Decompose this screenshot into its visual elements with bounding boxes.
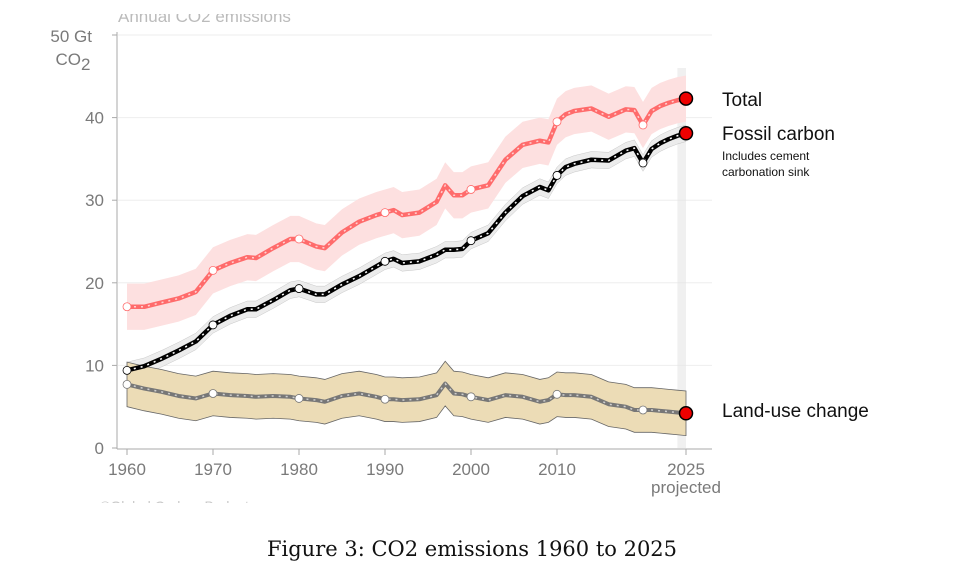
projection-marker-2 [678,406,694,421]
data-point-marker [122,379,132,389]
x-tick-label: 1980 [280,460,318,479]
data-point-marker [208,320,218,330]
y-axis-unit-label: CO [56,50,82,69]
data-point-marker [466,392,476,402]
data-point-marker [294,394,304,403]
series-line-2 [126,381,687,416]
data-point-marker [380,256,390,266]
data-point-marker [638,158,648,168]
data-point-marker [122,365,132,375]
series-label: Land-use change [722,401,869,422]
projection-marker-1 [678,126,694,141]
series-label: Total [722,90,762,111]
data-point-marker [294,284,304,293]
x-tick-label: 1960 [108,460,146,479]
data-point-marker [552,389,562,399]
projection-shade [677,68,686,448]
x-tick-label: 2010 [538,460,576,479]
y-tick-label: 0 [95,439,104,458]
y-axis-unit-subscript: 2 [81,55,90,74]
data-point-marker [122,302,132,312]
uncertainty-band-0 [127,75,686,330]
data-point-marker [638,120,648,130]
series-note: Includes cement [722,149,810,163]
data-point-marker [466,185,476,194]
data-point-marker [208,266,218,275]
series-line-0 [127,96,687,310]
y-tick-label: 20 [85,274,104,293]
data-point-marker [466,236,476,246]
data-point-marker [380,394,390,404]
y-tick-label: 30 [85,191,104,210]
series-note: carbonation sink [722,165,810,179]
x-tick-label: 1970 [194,460,232,479]
data-point-marker [552,171,562,180]
projection-marker-0 [678,91,694,106]
x-tick-label: 2000 [452,460,490,479]
series-label: Fossil carbon [722,124,835,145]
data-point-marker [552,117,562,127]
data-point-marker [208,389,218,398]
x-tick-label: 2025 [667,460,705,479]
data-point-marker [638,405,648,415]
y-tick-label: 10 [85,356,104,375]
series-line-1 [126,131,687,373]
data-point-marker [294,234,304,244]
y-tick-label: 40 [85,109,104,128]
figure-caption: Figure 3: CO2 emissions 1960 to 2025 [267,537,677,561]
x-tick-label: 1990 [366,460,404,479]
y-axis-top-label: 50 Gt [50,27,92,46]
x-tick-note: projected [651,478,721,497]
data-point-marker [380,208,390,217]
